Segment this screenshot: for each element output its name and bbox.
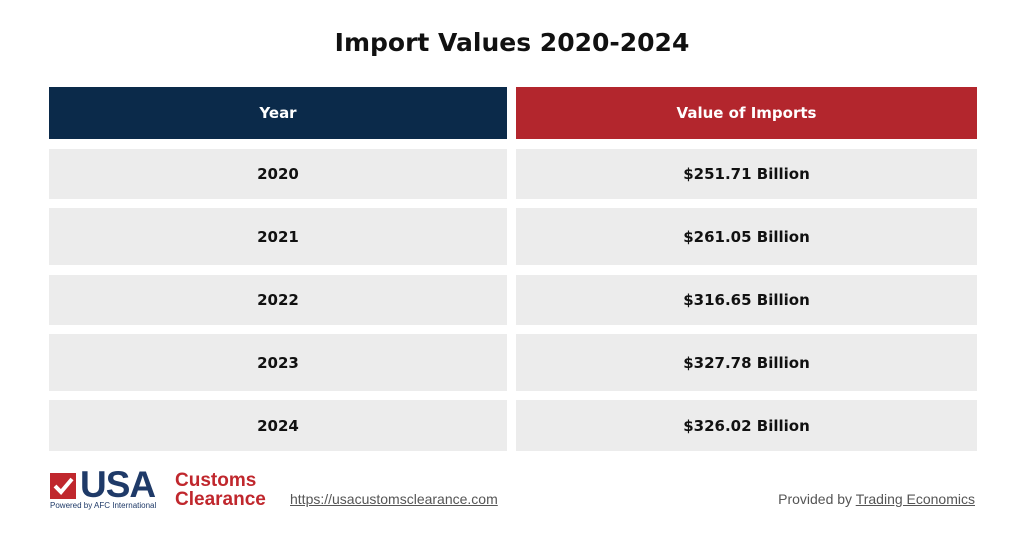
title: Import Values 2020-2024 [334, 28, 690, 57]
logo-line1: Customs [175, 470, 257, 491]
credit-link[interactable]: Trading Economics [855, 491, 975, 507]
url-link[interactable]: https://usacustomsclearance.com [290, 491, 498, 507]
table-cell: 2023 [49, 334, 507, 391]
credit: Provided by Trading Economics [778, 491, 975, 507]
logo-line2: Clearance [175, 489, 266, 510]
logo-check [50, 473, 76, 499]
table-cell: 2022 [49, 275, 507, 325]
logo-tagline: Powered by AFC International [50, 501, 157, 510]
table-cell: $327.78 Billion [516, 334, 977, 391]
header-cell: Year [49, 87, 507, 139]
table-cell: 2020 [49, 149, 507, 199]
check-icon [53, 477, 74, 495]
table-cell: 2021 [49, 208, 507, 265]
header-cell: Value of Imports [516, 87, 977, 139]
table-cell: 2024 [49, 400, 507, 451]
table-cell: $251.71 Billion [516, 149, 977, 199]
logo-main: USA [80, 464, 156, 505]
table-cell: $316.65 Billion [516, 275, 977, 325]
credit-prefix: Provided by [778, 491, 853, 507]
table-cell: $261.05 Billion [516, 208, 977, 265]
table-cell: $326.02 Billion [516, 400, 977, 451]
